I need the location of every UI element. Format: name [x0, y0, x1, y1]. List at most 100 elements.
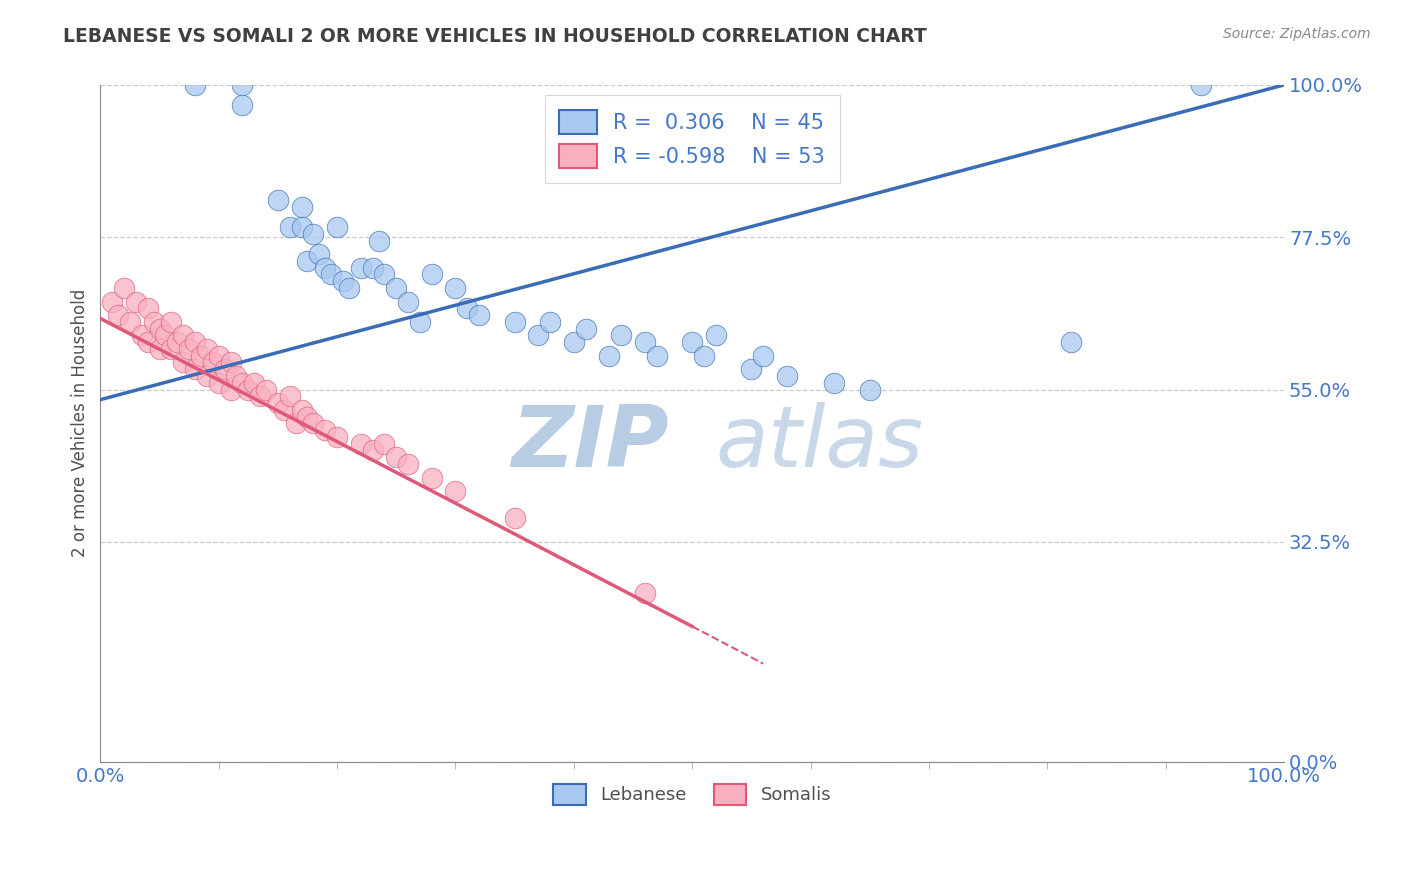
- Point: [361, 443, 384, 458]
- Point: [142, 315, 165, 329]
- Point: [1060, 335, 1083, 350]
- Point: [1189, 78, 1212, 92]
- Point: [350, 260, 373, 275]
- Point: [385, 281, 408, 295]
- Point: [367, 234, 389, 248]
- Point: [131, 328, 153, 343]
- Point: [201, 355, 224, 369]
- Point: [385, 450, 408, 465]
- Point: [859, 383, 882, 397]
- Point: [195, 368, 218, 383]
- Point: [314, 260, 336, 275]
- Point: [373, 436, 395, 450]
- Text: ZIP: ZIP: [510, 402, 668, 485]
- Point: [350, 436, 373, 450]
- Point: [373, 268, 395, 282]
- Point: [148, 342, 170, 356]
- Legend: Lebanese, Somalis: Lebanese, Somalis: [544, 775, 841, 814]
- Y-axis label: 2 or more Vehicles in Household: 2 or more Vehicles in Household: [72, 289, 89, 558]
- Point: [776, 368, 799, 383]
- Point: [160, 315, 183, 329]
- Point: [249, 389, 271, 403]
- Point: [267, 396, 290, 410]
- Point: [231, 78, 253, 92]
- Point: [136, 301, 159, 316]
- Point: [444, 281, 467, 295]
- Point: [420, 470, 443, 484]
- Point: [326, 220, 349, 235]
- Text: Source: ZipAtlas.com: Source: ZipAtlas.com: [1223, 27, 1371, 41]
- Point: [231, 376, 253, 390]
- Point: [396, 294, 419, 309]
- Point: [740, 362, 762, 376]
- Point: [172, 355, 194, 369]
- Point: [302, 227, 325, 241]
- Point: [278, 220, 301, 235]
- Point: [562, 335, 585, 350]
- Point: [290, 402, 312, 417]
- Point: [456, 301, 478, 316]
- Point: [444, 483, 467, 498]
- Point: [610, 328, 633, 343]
- Point: [297, 254, 319, 268]
- Point: [208, 376, 231, 390]
- Point: [575, 321, 598, 335]
- Point: [337, 281, 360, 295]
- Point: [118, 315, 141, 329]
- Point: [208, 349, 231, 363]
- Text: LEBANESE VS SOMALI 2 OR MORE VEHICLES IN HOUSEHOLD CORRELATION CHART: LEBANESE VS SOMALI 2 OR MORE VEHICLES IN…: [63, 27, 927, 45]
- Point: [302, 417, 325, 431]
- Point: [238, 383, 260, 397]
- Point: [290, 200, 312, 214]
- Point: [598, 349, 620, 363]
- Point: [190, 349, 212, 363]
- Point: [160, 342, 183, 356]
- Point: [172, 328, 194, 343]
- Point: [314, 423, 336, 437]
- Point: [361, 260, 384, 275]
- Point: [231, 98, 253, 112]
- Point: [214, 362, 236, 376]
- Point: [420, 268, 443, 282]
- Point: [704, 328, 727, 343]
- Point: [284, 417, 307, 431]
- Point: [101, 294, 124, 309]
- Point: [278, 389, 301, 403]
- Point: [503, 511, 526, 525]
- Point: [148, 321, 170, 335]
- Point: [155, 328, 177, 343]
- Point: [409, 315, 432, 329]
- Point: [503, 315, 526, 329]
- Point: [136, 335, 159, 350]
- Point: [243, 376, 266, 390]
- Point: [297, 409, 319, 424]
- Point: [179, 342, 201, 356]
- Point: [195, 342, 218, 356]
- Point: [538, 315, 561, 329]
- Point: [823, 376, 845, 390]
- Point: [112, 281, 135, 295]
- Point: [225, 368, 247, 383]
- Point: [326, 430, 349, 444]
- Point: [290, 220, 312, 235]
- Point: [254, 383, 277, 397]
- Point: [219, 383, 242, 397]
- Point: [321, 268, 343, 282]
- Point: [166, 335, 188, 350]
- Text: atlas: atlas: [716, 402, 924, 485]
- Point: [273, 402, 295, 417]
- Point: [125, 294, 148, 309]
- Point: [693, 349, 716, 363]
- Point: [681, 335, 703, 350]
- Point: [752, 349, 775, 363]
- Point: [645, 349, 668, 363]
- Point: [634, 335, 657, 350]
- Point: [634, 585, 657, 599]
- Point: [184, 78, 207, 92]
- Point: [184, 362, 207, 376]
- Point: [527, 328, 550, 343]
- Point: [332, 274, 354, 288]
- Point: [396, 457, 419, 471]
- Point: [184, 335, 207, 350]
- Point: [468, 308, 491, 322]
